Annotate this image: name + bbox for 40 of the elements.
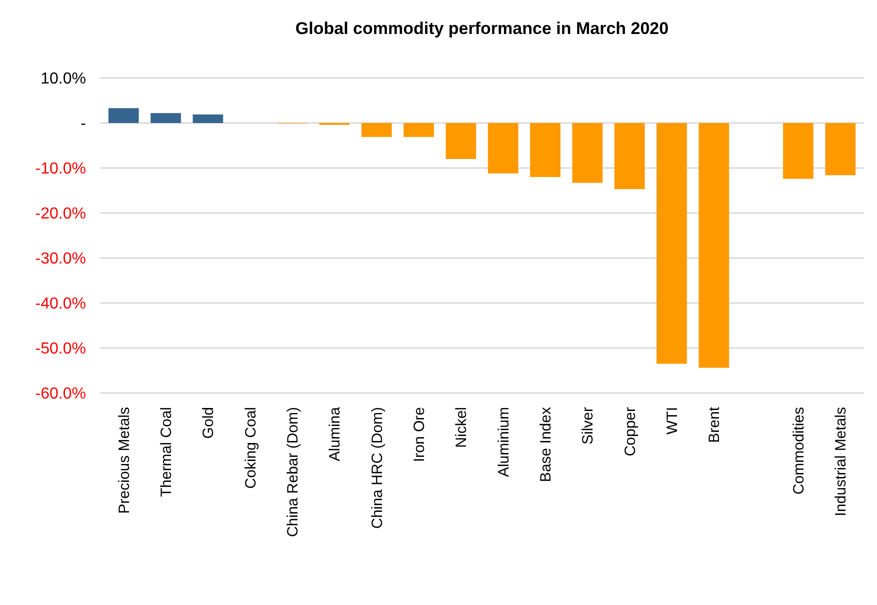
bar [488, 123, 518, 174]
x-tick-label: Brent [706, 406, 724, 443]
x-tick-label: Commodities [790, 407, 808, 495]
bar [108, 108, 139, 123]
x-tick-label: China Rebar (Dom) [284, 407, 302, 538]
y-tick-label: 10.0% [40, 70, 86, 88]
bar [404, 123, 434, 137]
bar [572, 123, 603, 183]
x-tick-label: Alumina [326, 406, 344, 462]
y-tick-label: -20.0% [35, 206, 86, 223]
y-tick-label: - [80, 116, 86, 133]
bar [192, 114, 224, 123]
y-tick-label: -60.0% [35, 386, 86, 403]
x-tick-label: Precious Metals [116, 407, 133, 514]
bar [825, 123, 856, 176]
x-tick-label: China HRC (Dom) [368, 407, 386, 529]
x-tick-label: Thermal Coal [158, 407, 176, 498]
bar [783, 123, 814, 179]
bar [530, 123, 560, 177]
bar [446, 123, 476, 159]
bar [698, 123, 730, 368]
y-tick-label: -40.0% [35, 296, 86, 313]
x-tick-label: Coking Coal [242, 407, 260, 489]
x-tick-label: Base Index [537, 406, 554, 482]
y-tick-label: -30.0% [35, 250, 86, 268]
x-tick-label: Iron Ore [411, 407, 428, 462]
x-tick-label: Industrial Metals [832, 407, 850, 516]
bar [361, 123, 392, 137]
bar [150, 113, 181, 123]
x-tick-label: WTI [664, 407, 681, 434]
x-tick-label: Nickel [453, 407, 470, 448]
chart-title: Global commodity performance in March 2020 [295, 19, 669, 38]
bar [614, 123, 645, 190]
bar [656, 123, 687, 364]
x-tick-label: Copper [622, 407, 639, 456]
x-tick-label: Aluminium [495, 407, 512, 478]
x-tick-label: Silver [580, 407, 597, 445]
x-tick-label: Gold [200, 407, 218, 439]
y-tick-label: -50.0% [35, 340, 86, 358]
y-tick-label: -10.0% [35, 160, 86, 178]
